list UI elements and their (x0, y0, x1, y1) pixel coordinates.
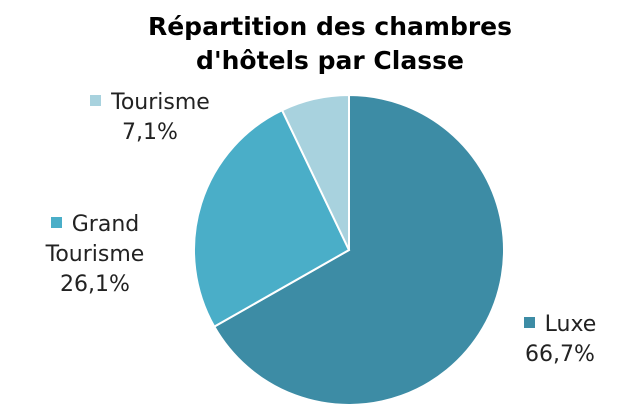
category-label: Grand Tourisme (45, 212, 145, 267)
value-label: 7,1% (122, 120, 178, 145)
pie-slice (193, 108, 351, 329)
legend-entry: Grand Tourisme (20, 210, 170, 270)
legend-marker (90, 95, 102, 106)
slice-label: Tourisme 7,1% (60, 88, 240, 148)
legend-entry: Luxe (500, 310, 620, 340)
slice-label: Grand Tourisme 26,1% (20, 210, 170, 300)
value-label: 26,1% (60, 272, 130, 297)
value-label: 66,7% (525, 342, 595, 367)
pie-slice (212, 93, 505, 406)
category-label: Luxe (544, 312, 597, 337)
pie-slice (280, 93, 350, 251)
legend-entry: Tourisme (60, 88, 240, 118)
legend-marker (523, 317, 535, 328)
category-label: Tourisme (111, 90, 210, 115)
slice-label: Luxe 66,7% (500, 310, 620, 370)
chart-title: Répartition des chambres d'hôtels par Cl… (147, 12, 513, 75)
legend-marker (50, 217, 62, 228)
